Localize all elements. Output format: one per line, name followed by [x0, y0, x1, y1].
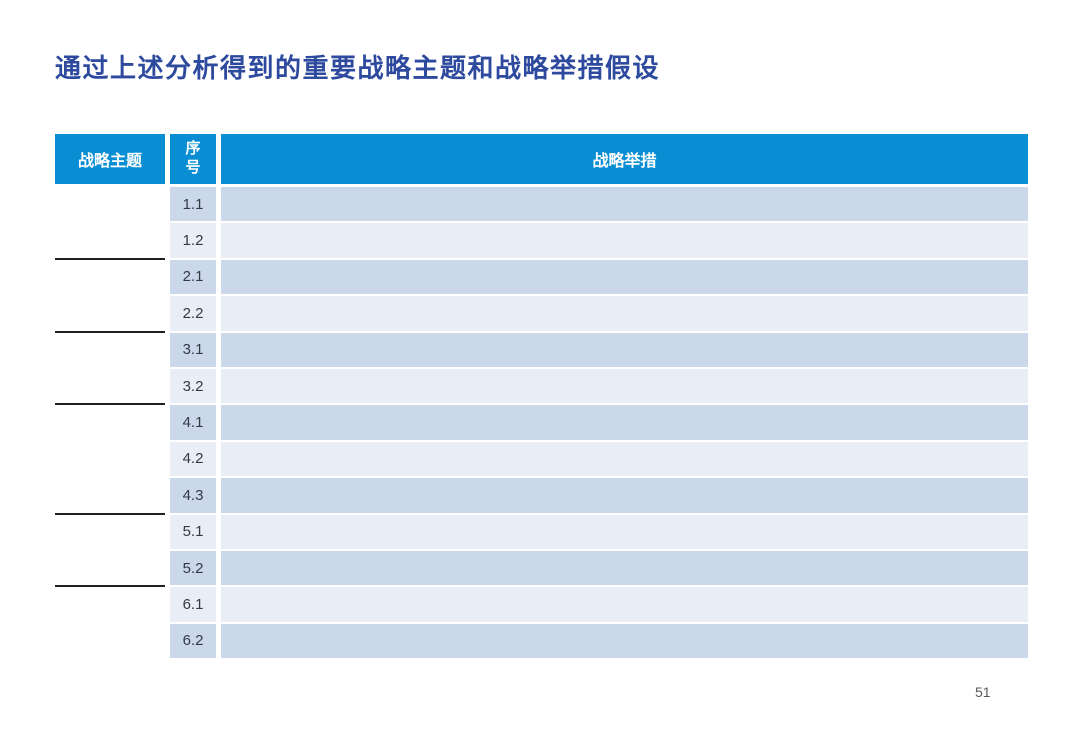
initiative-cell	[221, 296, 1028, 331]
row-number: 2.1	[170, 259, 216, 295]
row-number: 6.1	[170, 587, 216, 622]
initiative-cell	[221, 368, 1028, 404]
row-number: 4.3	[170, 478, 216, 513]
initiative-cell	[221, 405, 1028, 440]
column-header-initiative: 战略举措	[221, 134, 1028, 184]
theme-group	[55, 405, 165, 515]
table-row: 5.1	[55, 514, 1028, 549]
table-body: 1.1 1.2 2.1 2.2 3.1 3.2 4.1 4.2 4.3 5.1 …	[55, 187, 1028, 659]
row-number: 1.1	[170, 187, 216, 222]
initiative-cell	[221, 587, 1028, 622]
strategy-table: 战略主题 序号 战略举措 1.1 1.2 2.1 2.2 3.1 3.2 4.1…	[55, 134, 1028, 659]
table-row: 4.3	[55, 478, 1028, 513]
row-number: 4.2	[170, 441, 216, 477]
initiative-cell	[221, 332, 1028, 367]
column-header-theme: 战略主题	[55, 134, 165, 184]
table-row: 3.1	[55, 332, 1028, 367]
table-row: 5.2	[55, 550, 1028, 586]
row-number: 3.2	[170, 368, 216, 404]
row-number: 3.1	[170, 332, 216, 367]
initiative-cell	[221, 441, 1028, 477]
row-number: 5.2	[170, 550, 216, 586]
table-row: 4.1	[55, 405, 1028, 440]
theme-column	[55, 187, 165, 659]
table-row: 6.1	[55, 587, 1028, 622]
row-number: 4.1	[170, 405, 216, 440]
page-title: 通过上述分析得到的重要战略主题和战略举措假设	[55, 53, 661, 83]
theme-group	[55, 587, 165, 659]
table-row: 3.2	[55, 368, 1028, 404]
theme-group	[55, 259, 165, 333]
initiative-cell	[221, 623, 1028, 659]
initiative-cell	[221, 550, 1028, 586]
table-row: 2.1	[55, 259, 1028, 295]
column-header-no: 序号	[170, 134, 216, 184]
row-number: 2.2	[170, 296, 216, 331]
initiative-cell	[221, 223, 1028, 258]
initiative-cell	[221, 478, 1028, 513]
theme-group	[55, 187, 165, 260]
table-row: 1.2	[55, 223, 1028, 258]
table-row: 4.2	[55, 441, 1028, 477]
page-number: 51	[975, 684, 991, 700]
table-row: 1.1	[55, 187, 1028, 222]
row-number: 6.2	[170, 623, 216, 659]
row-number: 5.1	[170, 514, 216, 549]
initiative-cell	[221, 259, 1028, 295]
initiative-cell	[221, 187, 1028, 222]
table-row: 6.2	[55, 623, 1028, 659]
table-header-row: 战略主题 序号 战略举措	[55, 134, 1028, 184]
theme-group	[55, 332, 165, 406]
column-header-no-label: 序号	[185, 140, 201, 176]
row-number: 1.2	[170, 223, 216, 258]
initiative-cell	[221, 514, 1028, 549]
table-row: 2.2	[55, 296, 1028, 331]
theme-group	[55, 514, 165, 588]
